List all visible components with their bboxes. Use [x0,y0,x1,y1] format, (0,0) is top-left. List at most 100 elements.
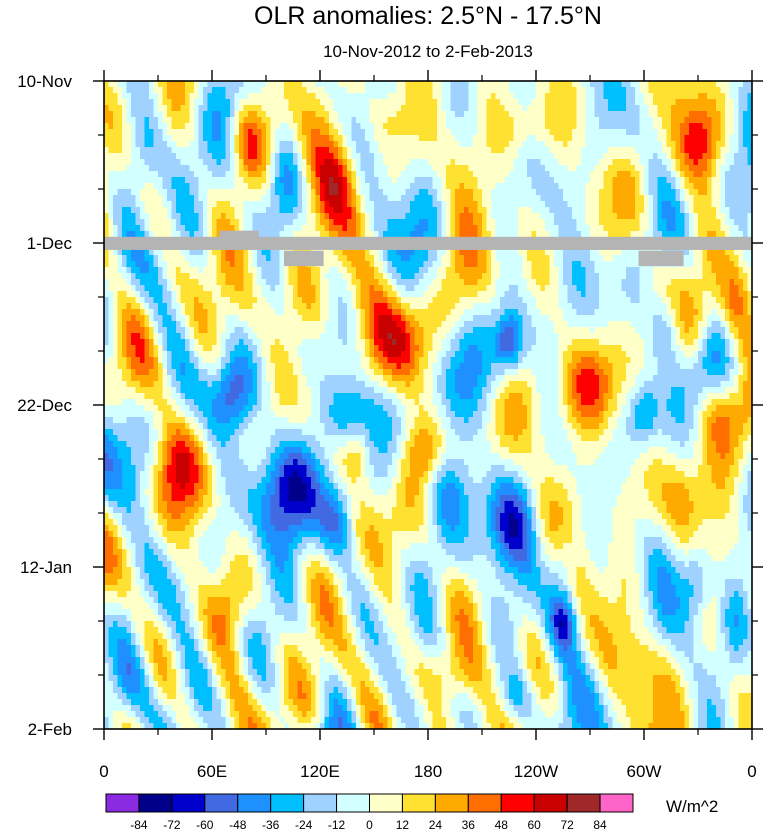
field-cell [392,141,397,148]
field-cell [189,87,195,94]
field-cell [450,129,456,136]
field-cell [558,111,564,118]
field-cell [513,105,519,112]
field-cell [743,213,748,220]
field-cell [459,81,465,88]
field-cell [297,207,303,214]
field-cell [716,249,721,256]
field-cell [576,165,582,172]
field-cell [567,81,573,88]
field-cell [738,123,744,130]
field-cell [518,129,523,136]
field-cell [252,201,258,208]
field-cell [270,279,276,286]
field-cell [671,201,676,208]
field-cell [306,117,312,124]
field-cell [270,105,276,112]
field-cell [680,225,685,232]
field-cell [171,147,177,154]
field-cell [153,81,159,88]
field-cell [144,273,150,280]
field-cell [657,267,663,274]
field-cell [455,177,460,184]
field-cell [369,279,375,286]
field-cell [504,273,510,280]
field-cell [225,153,231,160]
field-cell [590,255,595,262]
field-cell [648,147,654,154]
field-cell [720,135,726,142]
field-cell [158,225,163,232]
field-cell [383,219,388,226]
field-cell [126,195,132,202]
field-cell [311,273,316,280]
field-cell [689,267,694,274]
field-cell [392,249,397,256]
field-cell [527,135,532,142]
field-cell [243,177,249,184]
field-cell [288,93,294,100]
field-cell [522,219,528,226]
field-cell [266,147,271,154]
field-cell [617,159,622,166]
field-cell [644,81,649,88]
field-cell [149,123,154,130]
field-cell [612,87,618,94]
field-cell [711,183,717,190]
field-cell [212,285,217,292]
field-cell [270,87,276,94]
field-cell [563,153,568,160]
field-cell [653,135,658,142]
field-cell [234,159,240,166]
field-cell [468,165,474,172]
field-cell [626,207,631,214]
field-cell [158,159,163,166]
field-cell [522,147,528,154]
field-cell [234,123,240,130]
field-cell [747,213,752,220]
field-cell [671,105,676,112]
field-cell [477,183,483,190]
field-cell [585,81,591,88]
field-cell [518,225,523,232]
field-cell [635,279,640,286]
field-cell [711,135,717,142]
field-cell [684,261,690,268]
field-cell [464,189,469,196]
field-cell [450,195,456,202]
field-cell [419,213,424,220]
field-cell [563,177,568,184]
field-cell [702,261,708,268]
field-cell [522,153,528,160]
field-cell [225,249,231,256]
field-cell [266,201,271,208]
field-cell [428,261,433,268]
field-cell [513,153,519,160]
field-cell [369,165,375,172]
field-cell [239,87,244,94]
field-cell [185,213,190,220]
field-cell [635,261,640,268]
field-cell [734,231,739,238]
field-cell [216,219,222,226]
field-cell [581,231,586,238]
field-cell [536,285,541,292]
field-cell [356,273,361,280]
field-cell [644,183,649,190]
field-cell [567,201,573,208]
field-cell [342,207,348,214]
field-cell [720,189,726,196]
field-cell [401,267,406,274]
field-cell [486,213,492,220]
field-cell [171,279,177,286]
field-cell [581,273,586,280]
field-cell [414,255,420,262]
field-cell [446,99,451,106]
field-cell [734,219,739,226]
field-cell [644,201,649,208]
field-cell [104,219,109,226]
field-cell [144,129,150,136]
field-cell [405,171,411,178]
field-cell [590,171,595,178]
field-cell [194,105,199,112]
